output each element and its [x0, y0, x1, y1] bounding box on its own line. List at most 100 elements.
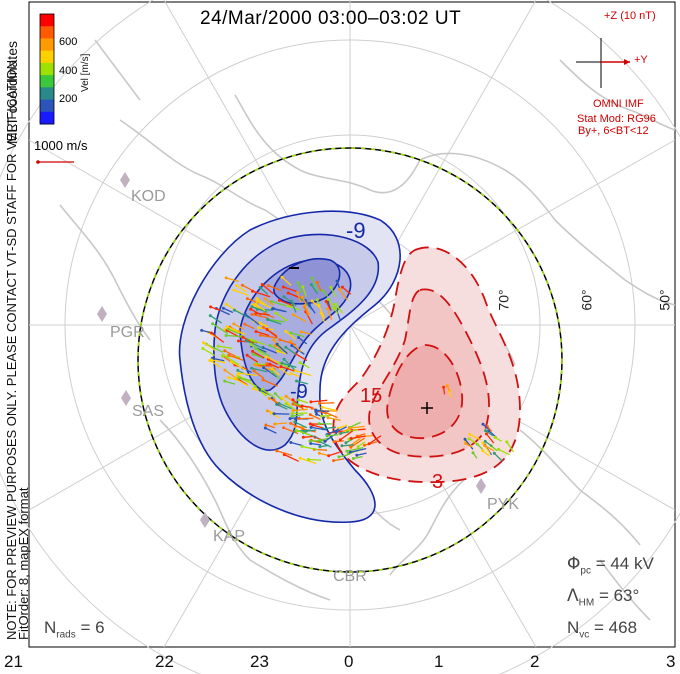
vector-origin-dot: [244, 339, 248, 343]
velocity-vector: [224, 380, 236, 385]
vector-origin-dot: [254, 302, 258, 306]
vector-origin-dot: [321, 289, 325, 293]
velocity-vector: [310, 414, 321, 420]
vector-origin-dot: [310, 276, 314, 280]
vector-origin-dot: [261, 325, 265, 329]
station-marker-pgr: [97, 306, 107, 322]
velocity-vector: [218, 345, 233, 349]
vector-origin-dot: [463, 437, 467, 441]
velocity-vector: [484, 445, 495, 452]
vector-origin-dot: [356, 445, 360, 449]
velocity-vector: [296, 429, 312, 437]
velocity-vector: [310, 284, 319, 295]
velocity-vector: [316, 282, 322, 292]
vector-origin-dot: [243, 322, 247, 326]
vector-origin-dot: [323, 439, 327, 443]
station-marker-kap: [200, 512, 210, 528]
velocity-vector: [226, 334, 241, 338]
vector-origin-dot: [284, 394, 288, 398]
velocity-vector: [298, 399, 309, 404]
velocity-vector: [254, 386, 268, 397]
stat-n-vc: Nvc = 468: [567, 618, 638, 641]
velocity-vectors: [200, 275, 514, 465]
velocity-vector: [310, 426, 327, 431]
station-markers: [97, 172, 486, 528]
lat-label-70: 70°: [495, 289, 512, 311]
vector-origin-dot: [266, 318, 270, 321]
vector-origin-dot: [249, 307, 253, 311]
velocity-vector: [326, 428, 340, 436]
velocity-vector: [230, 361, 247, 371]
vector-origin-dot: [262, 366, 266, 370]
mlt-tick-22: 22: [155, 652, 174, 671]
stat-n-rads: Nrads = 6: [44, 618, 105, 641]
colorbar-segment: [40, 75, 54, 88]
mlt-tick-0: 0: [344, 652, 354, 671]
velocity-vector: [298, 336, 308, 345]
vector-origin-dot: [340, 444, 344, 448]
velocity-vector: [267, 284, 282, 292]
vector-origin-dot: [493, 435, 497, 439]
vector-origin-dot: [227, 353, 231, 357]
velocity-vector: [279, 299, 294, 307]
velocity-vector: [252, 350, 265, 359]
vector-origin-dot: [320, 405, 324, 409]
vector-origin-dot: [270, 367, 274, 371]
velocity-vector: [281, 397, 291, 406]
vector-origin-dot: [309, 442, 313, 445]
vector-origin-dot: [308, 422, 312, 426]
velocity-vector: [285, 330, 297, 340]
velocity-vector: [299, 362, 310, 369]
vector-origin-dot: [232, 322, 236, 326]
vector-origin-dot: [308, 413, 312, 417]
vector-origin-dot: [505, 440, 509, 444]
vector-origin-dot: [294, 369, 297, 373]
velocity-vector: [311, 277, 319, 292]
vector-origin-dot: [254, 330, 258, 333]
vector-origin-dot: [209, 331, 213, 335]
vector-origin-dot: [275, 342, 279, 346]
velocity-vector: [327, 417, 341, 422]
velocity-vector: [267, 318, 285, 323]
vector-origin-dot: [288, 417, 292, 421]
velocity-vector: [295, 353, 308, 362]
imf-by-label: +Y: [634, 54, 648, 66]
velocity-vector: [368, 435, 382, 445]
vector-origin-dot: [326, 307, 330, 311]
vector-origin-dot: [286, 304, 290, 308]
vector-origin-dot: [467, 437, 471, 441]
vector-origin-dot: [367, 442, 371, 446]
vector-origin-dot: [265, 362, 269, 366]
vector-origin-dot: [251, 387, 255, 391]
velocity-vector: [353, 455, 363, 460]
velocity-vector: [330, 287, 337, 298]
velocity-vector: [350, 447, 367, 453]
vector-origin-dot: [236, 368, 240, 372]
vector-origin-dot: [253, 363, 257, 367]
velocity-vector: [315, 409, 326, 413]
vector-origin-dot: [337, 455, 341, 459]
velocity-vector: [292, 403, 304, 409]
station-kap: KAP: [213, 528, 246, 545]
velocity-vector: [206, 343, 224, 353]
vector-origin-dot: [258, 286, 262, 289]
vector-origin-dot: [276, 349, 280, 353]
vector-origin-dot: [492, 451, 496, 455]
vector-origin-dot: [344, 441, 348, 445]
mlt-tick-2: 2: [530, 652, 540, 671]
velocity-vector: [327, 299, 338, 311]
velocity-vector: [280, 365, 295, 372]
vector-origin-dot: [309, 425, 313, 429]
velocity-vector: [285, 346, 297, 356]
station-marker-kod: [120, 172, 130, 188]
mlt-tick-21: 21: [4, 652, 23, 671]
vector-origin-dot: [279, 365, 283, 369]
mlt-tick-23: 23: [250, 652, 269, 671]
velocity-vector: [333, 458, 345, 462]
velocity-vector: [233, 323, 244, 330]
vector-origin-dot: [300, 445, 304, 448]
vector-origin-dot: [348, 450, 352, 454]
velocity-vector: [209, 315, 222, 324]
colorbar-label: Vel [m/s]: [80, 53, 91, 92]
vector-origin-dot: [310, 406, 314, 410]
